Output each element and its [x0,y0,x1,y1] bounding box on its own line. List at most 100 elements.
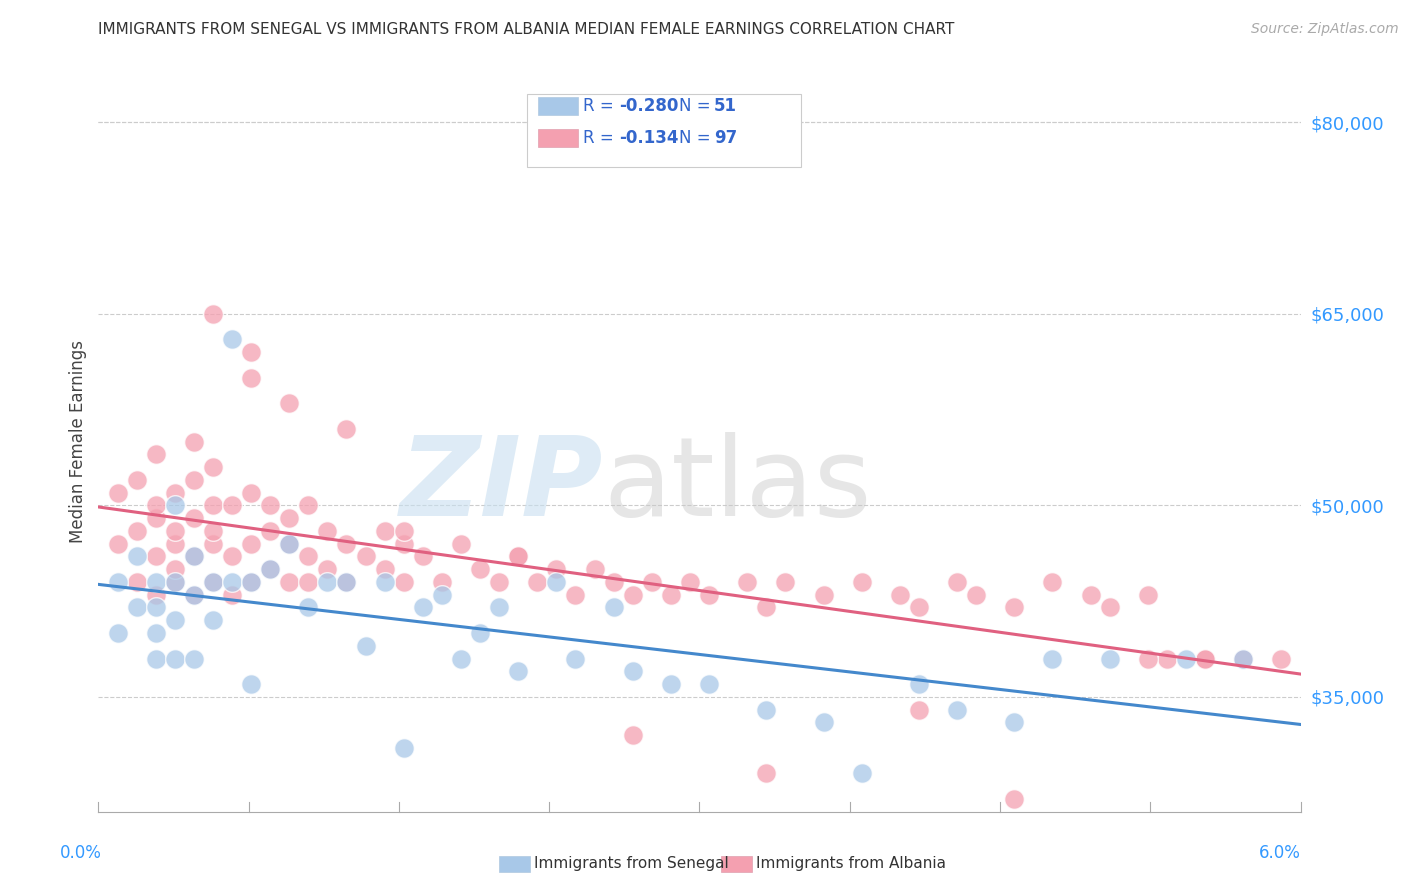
Point [240,370,263,384]
Point [1232,651,1254,665]
Point [221,333,243,347]
Point [508,665,530,679]
Point [145,588,167,602]
Point [183,434,205,449]
Point [1098,651,1121,665]
Point [201,524,224,538]
Point [889,588,911,602]
Point [775,574,797,589]
Point [392,536,415,550]
Point [392,740,415,755]
Point [392,574,415,589]
Point [335,422,357,436]
Point [1002,792,1025,806]
Point [297,574,319,589]
Point [392,524,415,538]
Point [183,473,205,487]
Point [163,562,186,576]
Text: R =: R = [583,129,620,147]
Point [240,574,263,589]
Point [374,524,396,538]
Point [641,574,664,589]
Point [201,499,224,513]
Y-axis label: Median Female Earnings: Median Female Earnings [69,340,87,543]
Point [259,562,281,576]
Point [621,665,644,679]
Point [1136,588,1159,602]
Point [1194,651,1216,665]
Point [488,574,510,589]
Point [183,588,205,602]
Point [508,549,530,564]
Text: 97: 97 [714,129,738,147]
Point [1156,651,1178,665]
Point [908,703,931,717]
Point [201,613,224,627]
Point [583,562,606,576]
Point [1002,715,1025,730]
Point [278,396,301,410]
Point [125,600,148,615]
Point [621,588,644,602]
Point [908,677,931,691]
Point [297,600,319,615]
Point [183,588,205,602]
Point [145,511,167,525]
Point [546,574,568,589]
Text: Immigrants from Senegal: Immigrants from Senegal [534,856,730,871]
Point [125,574,148,589]
Point [259,499,281,513]
Point [163,536,186,550]
Point [946,574,969,589]
Point [1232,651,1254,665]
Point [316,574,339,589]
Point [1042,651,1064,665]
Point [259,562,281,576]
Point [145,549,167,564]
Point [145,626,167,640]
Point [163,574,186,589]
Point [107,485,129,500]
Point [201,460,224,475]
Point [335,536,357,550]
Text: N =: N = [679,97,716,115]
Point [278,536,301,550]
Point [221,588,243,602]
Text: Source: ZipAtlas.com: Source: ZipAtlas.com [1251,22,1399,37]
Point [221,574,243,589]
Point [813,588,835,602]
Point [297,549,319,564]
Point [374,562,396,576]
Point [488,600,510,615]
Point [201,536,224,550]
Point [546,562,568,576]
Point [908,600,931,615]
Point [107,574,129,589]
Text: -0.280: -0.280 [619,97,678,115]
Point [851,574,873,589]
Point [221,499,243,513]
Point [125,524,148,538]
Point [679,574,702,589]
Point [430,574,453,589]
Point [107,536,129,550]
Point [145,651,167,665]
Point [813,715,835,730]
Text: atlas: atlas [603,433,872,540]
Point [145,447,167,461]
Point [259,524,281,538]
Point [316,562,339,576]
Point [1098,600,1121,615]
Point [659,588,682,602]
Text: -0.134: -0.134 [619,129,678,147]
Point [1002,600,1025,615]
Point [163,524,186,538]
Point [335,574,357,589]
Point [240,345,263,359]
Point [201,574,224,589]
Text: IMMIGRANTS FROM SENEGAL VS IMMIGRANTS FROM ALBANIA MEDIAN FEMALE EARNINGS CORREL: IMMIGRANTS FROM SENEGAL VS IMMIGRANTS FR… [98,22,955,37]
Point [374,574,396,589]
Point [526,574,548,589]
Point [240,677,263,691]
Point [163,613,186,627]
